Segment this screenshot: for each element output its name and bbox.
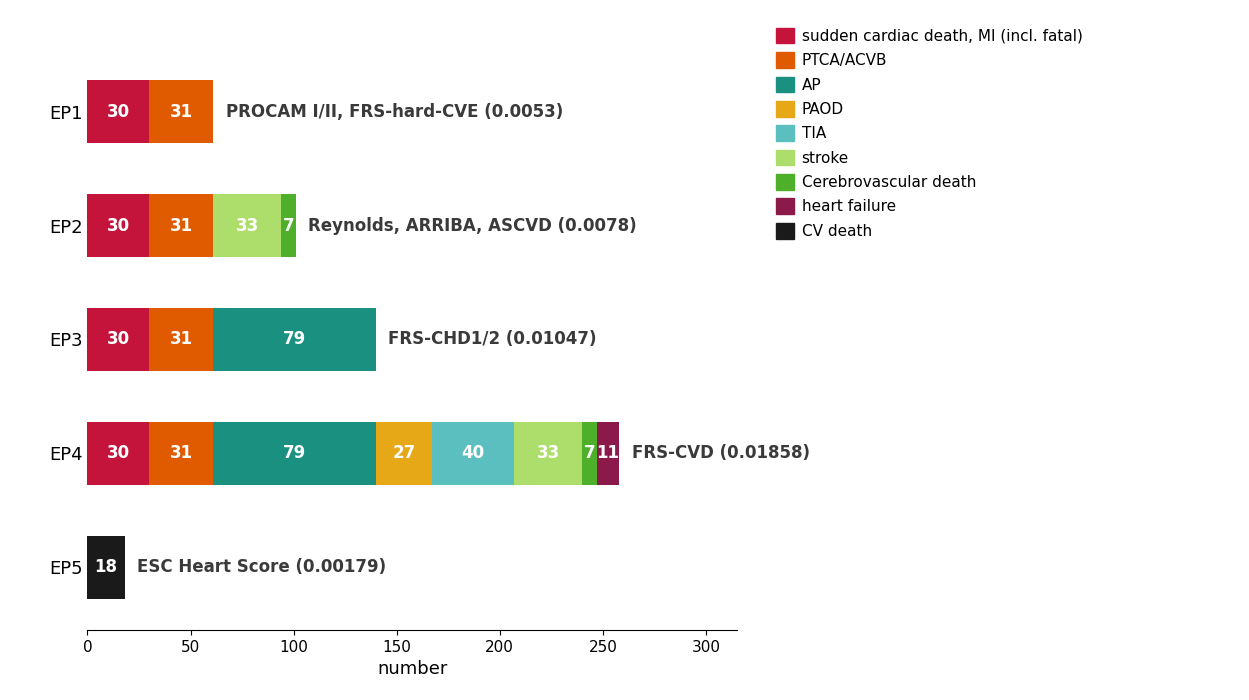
Bar — [87, 536, 125, 598]
Bar — [214, 194, 281, 257]
Bar — [582, 422, 597, 484]
Legend: sudden cardiac death, MI (incl. fatal), PTCA/ACVB, AP, PAOD, TIA, stroke, Cerebr: sudden cardiac death, MI (incl. fatal), … — [769, 22, 1089, 245]
Text: ESC Heart Score (0.00179): ESC Heart Score (0.00179) — [137, 559, 386, 576]
Text: 30: 30 — [107, 216, 130, 235]
X-axis label: number: number — [377, 660, 447, 678]
Bar — [87, 194, 150, 257]
Bar — [150, 422, 214, 484]
Bar — [87, 308, 150, 371]
Bar — [150, 80, 214, 143]
Text: 27: 27 — [392, 444, 416, 463]
Text: Reynolds, ARRIBA, ASCVD (0.0078): Reynolds, ARRIBA, ASCVD (0.0078) — [309, 216, 637, 235]
Bar — [281, 194, 296, 257]
Text: 33: 33 — [537, 444, 560, 463]
Text: FRS-CHD1/2 (0.01047): FRS-CHD1/2 (0.01047) — [388, 330, 597, 349]
Text: 30: 30 — [107, 444, 130, 463]
Bar — [150, 194, 214, 257]
Text: 18: 18 — [95, 559, 117, 576]
Text: 79: 79 — [284, 444, 306, 463]
Bar — [214, 308, 376, 371]
Text: 79: 79 — [284, 330, 306, 349]
Bar — [597, 422, 620, 484]
Text: 30: 30 — [107, 330, 130, 349]
Bar — [87, 80, 150, 143]
Text: 31: 31 — [170, 216, 192, 235]
Text: 33: 33 — [236, 216, 259, 235]
Text: 7: 7 — [282, 216, 295, 235]
Bar — [214, 422, 376, 484]
Text: 30: 30 — [107, 103, 130, 120]
Bar — [376, 422, 432, 484]
Text: 40: 40 — [461, 444, 485, 463]
Bar — [150, 308, 214, 371]
Bar — [87, 422, 150, 484]
Text: 31: 31 — [170, 103, 192, 120]
Text: 11: 11 — [597, 444, 620, 463]
Text: 7: 7 — [583, 444, 596, 463]
Text: FRS-CVD (0.01858): FRS-CVD (0.01858) — [632, 444, 809, 463]
Text: 31: 31 — [170, 444, 192, 463]
Text: PROCAM I/II, FRS-hard-CVE (0.0053): PROCAM I/II, FRS-hard-CVE (0.0053) — [226, 103, 563, 120]
Bar — [515, 422, 582, 484]
Bar — [432, 422, 515, 484]
Text: 31: 31 — [170, 330, 192, 349]
